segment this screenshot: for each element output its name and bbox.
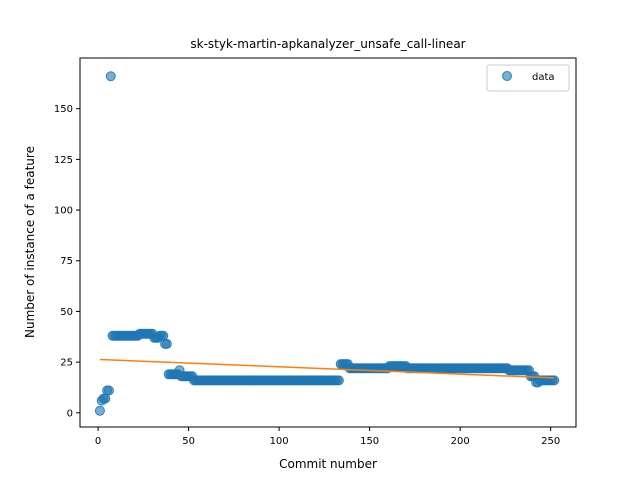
data-points bbox=[94, 71, 560, 416]
y-tick-label: 150 bbox=[54, 104, 73, 115]
legend: data bbox=[486, 64, 570, 92]
y-tick-label: 125 bbox=[54, 155, 73, 166]
y-axis-label: Number of instance of a feature bbox=[23, 146, 37, 338]
data-point bbox=[103, 385, 114, 396]
legend-marker bbox=[502, 71, 512, 81]
x-tick-label: 150 bbox=[360, 436, 379, 447]
plot-frame bbox=[79, 57, 577, 428]
y-tick-label: 0 bbox=[67, 408, 73, 419]
chart-title: sk-styk-martin-apkanalyzer_unsafe_call-l… bbox=[190, 37, 465, 51]
data-point bbox=[105, 71, 116, 82]
data-point bbox=[94, 405, 105, 416]
x-tick-label: 200 bbox=[451, 436, 470, 447]
data-point bbox=[161, 338, 172, 349]
trend-line-layer bbox=[99, 358, 555, 379]
trend-line bbox=[99, 358, 555, 379]
x-tick-label: 250 bbox=[541, 436, 560, 447]
x-tick-label: 0 bbox=[95, 436, 101, 447]
x-tick-label: 50 bbox=[182, 436, 195, 447]
x-axis-label: Commit number bbox=[279, 457, 377, 471]
y-tick-label: 100 bbox=[54, 206, 73, 217]
x-axis-ticks: 0 50 100 150 200 250 bbox=[95, 427, 560, 447]
legend-box bbox=[486, 64, 570, 92]
x-tick-label: 100 bbox=[270, 436, 289, 447]
y-axis-ticks: 0 25 50 75 100 125 150 bbox=[54, 104, 80, 419]
data-point bbox=[333, 375, 344, 386]
y-tick-label: 25 bbox=[60, 358, 73, 369]
legend-label-data: data bbox=[532, 72, 555, 83]
y-tick-label: 50 bbox=[60, 307, 73, 318]
y-tick-label: 75 bbox=[60, 256, 73, 267]
